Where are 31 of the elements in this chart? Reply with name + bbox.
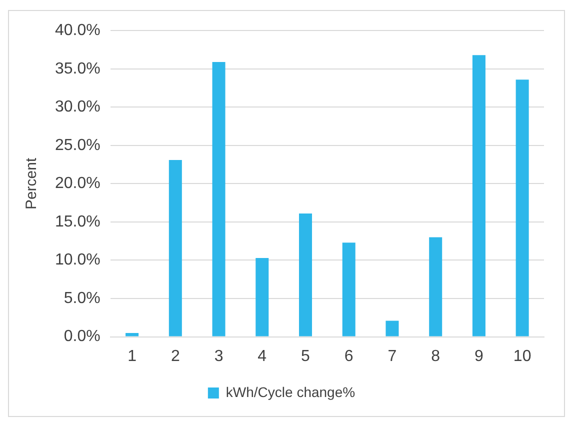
bar — [342, 242, 356, 336]
bar — [168, 160, 182, 336]
y-tick-label: 25.0% — [54, 136, 100, 154]
bar — [516, 80, 529, 336]
y-tick-label: 15.0% — [54, 213, 100, 230]
x-tick-label: 7 — [388, 348, 397, 365]
x-tick-label: 5 — [301, 348, 310, 365]
x-tick-label: 9 — [474, 348, 484, 365]
x-tick-label: 4 — [258, 348, 267, 365]
y-tick-label: 5.0% — [64, 290, 100, 307]
bar — [472, 55, 486, 336]
bar — [299, 214, 312, 336]
y-tick-label: 35.0% — [54, 60, 100, 78]
y-tick-label: 40.0% — [54, 22, 100, 40]
y-tick-label: 20.0% — [54, 175, 100, 192]
legend-label: kWh/Cycle change% — [226, 384, 356, 400]
bar — [429, 237, 442, 336]
y-tick-label: 30.0% — [54, 98, 100, 116]
y-tick-label: 0.0% — [64, 328, 100, 346]
x-tick-label: 10 — [513, 348, 532, 365]
y-tick-label: 10.0% — [54, 252, 100, 269]
bar — [126, 332, 139, 336]
bar — [212, 62, 226, 336]
bar — [386, 320, 399, 336]
bar — [256, 258, 269, 336]
y-axis-title: Percent — [23, 157, 40, 210]
x-tick-label: 1 — [128, 348, 137, 365]
x-tick-label: 6 — [344, 348, 354, 365]
x-tick-label: 8 — [431, 348, 440, 365]
x-tick-label: 2 — [170, 348, 180, 365]
x-tick-label: 3 — [214, 348, 224, 365]
